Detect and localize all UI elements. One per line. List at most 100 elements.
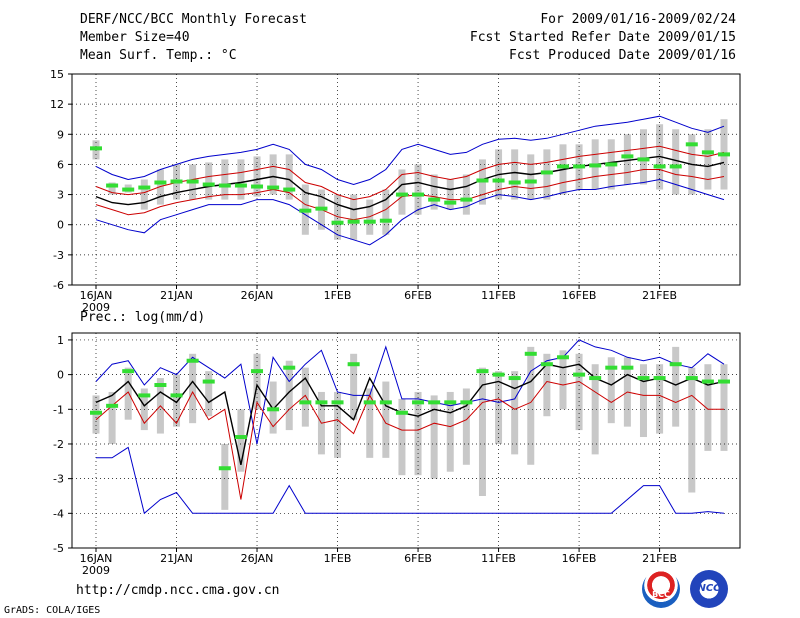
ensemble-box xyxy=(108,391,116,444)
ensemble-box xyxy=(704,364,712,451)
ensemble-box xyxy=(350,194,358,240)
y-tick-label: -2 xyxy=(53,438,64,451)
obs-marker xyxy=(106,403,119,408)
temp-panel-title: Mean Surf. Temp.: °C xyxy=(80,48,237,63)
x-tick-label: 11FEB xyxy=(481,552,516,565)
ensemble-box xyxy=(269,154,277,195)
ensemble-box xyxy=(704,129,712,190)
obs-marker xyxy=(251,369,264,374)
obs-marker xyxy=(669,164,682,169)
obs-marker xyxy=(589,376,602,381)
y-tick-label: 3 xyxy=(57,189,64,202)
obs-marker xyxy=(685,142,698,147)
ncc-logo: NCC xyxy=(690,570,728,608)
obs-marker xyxy=(412,192,425,197)
ensemble-box xyxy=(334,391,342,458)
y-tick-label: -6 xyxy=(53,279,64,292)
obs-marker xyxy=(428,400,441,405)
obs-marker xyxy=(573,372,586,377)
obs-marker xyxy=(122,369,135,374)
obs-marker xyxy=(428,197,441,202)
y-tick-label: 1 xyxy=(57,334,64,347)
x-tick-label: 16FEB xyxy=(562,552,597,565)
obs-marker xyxy=(170,393,183,398)
forecast-period: For 2009/01/16-2009/02/24 xyxy=(540,12,736,27)
x-tick-label: 21JAN xyxy=(160,552,193,565)
series-min-line xyxy=(95,380,724,500)
obs-marker xyxy=(669,362,682,367)
ensemble-box xyxy=(301,367,309,427)
ensemble-box xyxy=(237,159,245,200)
obs-marker xyxy=(267,407,280,412)
obs-marker xyxy=(556,164,569,169)
ensemble-box xyxy=(462,388,470,465)
plot-frame xyxy=(71,332,741,549)
ensemble-box xyxy=(575,353,583,431)
ensemble-box xyxy=(639,129,647,185)
ensemble-box xyxy=(478,367,486,496)
obs-marker xyxy=(283,187,296,192)
obs-marker xyxy=(605,162,618,167)
obs-marker xyxy=(299,208,312,213)
x-tick-label: 26JAN xyxy=(241,552,274,565)
ensemble-box xyxy=(462,174,470,215)
obs-marker xyxy=(122,187,135,192)
ensemble-box xyxy=(511,149,519,200)
obs-marker xyxy=(234,435,247,440)
x-tick-label: 11FEB xyxy=(481,289,516,302)
grads-credit: GrADS: COLA/IGES xyxy=(4,605,101,616)
ensemble-box xyxy=(156,169,164,205)
y-tick-label: -5 xyxy=(53,542,64,555)
x-tick-label: 16JAN xyxy=(80,289,113,302)
ensemble-box xyxy=(623,134,631,185)
obs-marker xyxy=(621,365,634,370)
obs-marker xyxy=(331,220,344,225)
obs-marker xyxy=(170,179,183,184)
y-tick-label: -1 xyxy=(53,403,64,416)
obs-marker xyxy=(299,400,312,405)
ensemble-box xyxy=(527,154,535,200)
obs-marker xyxy=(589,163,602,168)
obs-marker xyxy=(492,178,505,183)
y-tick-label: -3 xyxy=(53,249,64,262)
figure-title: DERF/NCC/BCC Monthly Forecast xyxy=(80,12,307,27)
obs-marker xyxy=(540,362,553,367)
obs-marker xyxy=(315,206,328,211)
obs-marker xyxy=(701,150,714,155)
ensemble-box xyxy=(173,374,181,427)
ensemble-box xyxy=(398,169,406,215)
y-tick-label: 0 xyxy=(57,369,64,382)
ensemble-box xyxy=(591,364,599,455)
ensemble-box xyxy=(285,360,293,431)
y-tick-label: 6 xyxy=(57,158,64,171)
obs-marker xyxy=(363,400,376,405)
obs-marker xyxy=(267,185,280,190)
ensemble-box xyxy=(124,367,132,420)
series-lower-line xyxy=(95,169,725,221)
obs-marker xyxy=(573,164,586,169)
obs-marker xyxy=(379,218,392,223)
obs-marker xyxy=(90,410,102,415)
obs-marker xyxy=(718,379,730,384)
obs-marker xyxy=(283,365,296,370)
ensemble-box xyxy=(350,353,358,420)
ensemble-box xyxy=(253,156,261,197)
obs-marker xyxy=(653,164,666,169)
series-max-line xyxy=(95,339,725,445)
plot-frame xyxy=(71,73,741,286)
ensemble-box xyxy=(446,391,454,472)
obs-marker xyxy=(540,170,553,175)
obs-marker xyxy=(701,379,714,384)
obs-marker xyxy=(138,393,151,398)
ensemble-box xyxy=(607,357,615,424)
series-mean-line xyxy=(95,155,725,211)
y-tick-label: 9 xyxy=(57,128,64,141)
obs-marker xyxy=(315,400,328,405)
obs-marker xyxy=(637,376,650,381)
y-tick-label: 15 xyxy=(50,68,64,81)
ensemble-box xyxy=(559,350,567,410)
series-min-line xyxy=(95,115,725,186)
obs-marker xyxy=(106,183,119,188)
obs-marker xyxy=(476,369,489,374)
